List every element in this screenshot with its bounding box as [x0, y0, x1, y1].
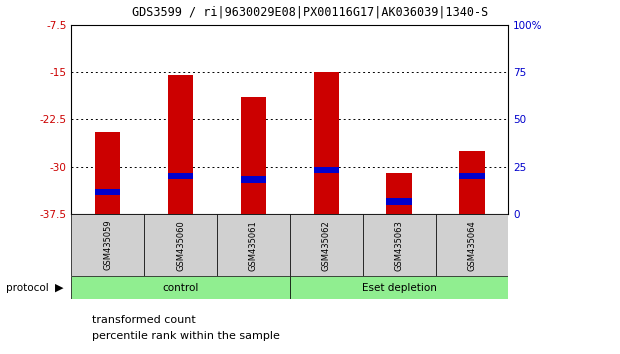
Text: GDS3599 / ri|9630029E08|PX00116G17|AK036039|1340-S: GDS3599 / ri|9630029E08|PX00116G17|AK036… [132, 5, 488, 18]
Bar [314, 72, 339, 214]
Text: protocol: protocol [6, 282, 49, 293]
Text: percentile rank within the sample: percentile rank within the sample [92, 331, 280, 341]
Bar [217, 214, 290, 276]
Bar [290, 276, 508, 299]
Text: transformed count: transformed count [92, 315, 195, 325]
Bar [168, 75, 193, 214]
Text: Eset depletion: Eset depletion [361, 282, 436, 293]
Bar [71, 276, 290, 299]
Bar [241, 97, 266, 214]
Text: GSM435064: GSM435064 [467, 220, 477, 270]
Bar [386, 173, 412, 214]
Bar [290, 214, 363, 276]
Text: control: control [162, 282, 199, 293]
Bar [314, 167, 339, 173]
Text: GSM435062: GSM435062 [322, 220, 331, 270]
Bar [459, 173, 485, 179]
Text: GSM435061: GSM435061 [249, 220, 258, 270]
Text: GSM435063: GSM435063 [394, 220, 404, 270]
Bar [71, 214, 144, 276]
Bar [241, 176, 266, 183]
Bar [144, 214, 217, 276]
Bar [459, 151, 485, 214]
Text: ▶: ▶ [55, 282, 63, 293]
Text: GSM435059: GSM435059 [103, 220, 112, 270]
Bar [168, 173, 193, 179]
Text: GSM435060: GSM435060 [176, 220, 185, 270]
Bar [363, 214, 435, 276]
Bar [95, 132, 120, 214]
Bar [435, 214, 508, 276]
Bar [386, 198, 412, 205]
Bar [95, 189, 120, 195]
